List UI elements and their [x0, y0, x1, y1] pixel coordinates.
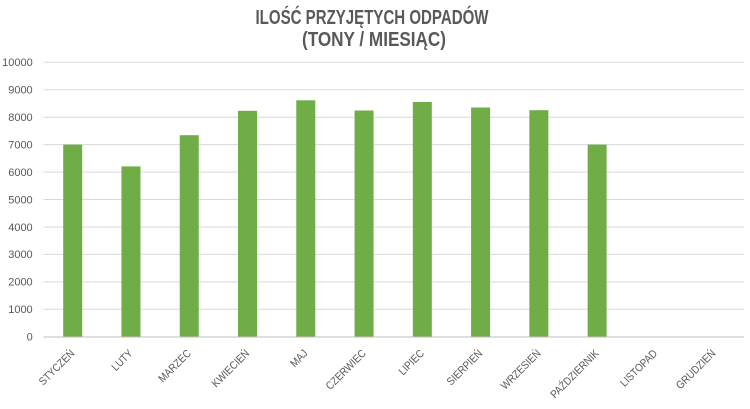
svg-text:4000: 4000: [8, 222, 32, 234]
svg-text:2000: 2000: [8, 277, 32, 289]
svg-text:8000: 8000: [8, 112, 32, 124]
svg-text:9000: 9000: [8, 85, 32, 97]
svg-text:7000: 7000: [8, 139, 32, 151]
svg-text:(TONY / MIESIĄC): (TONY / MIESIĄC): [302, 29, 446, 51]
svg-text:10000: 10000: [2, 57, 33, 69]
svg-text:6000: 6000: [8, 167, 32, 179]
svg-text:1000: 1000: [8, 304, 32, 316]
svg-text:0: 0: [27, 332, 33, 344]
svg-text:3000: 3000: [8, 249, 32, 261]
svg-text:5000: 5000: [8, 194, 32, 206]
svg-text:ILOŚĆ PRZYJĘTYCH ODPADÓW: ILOŚĆ PRZYJĘTYCH ODPADÓW: [256, 5, 489, 29]
